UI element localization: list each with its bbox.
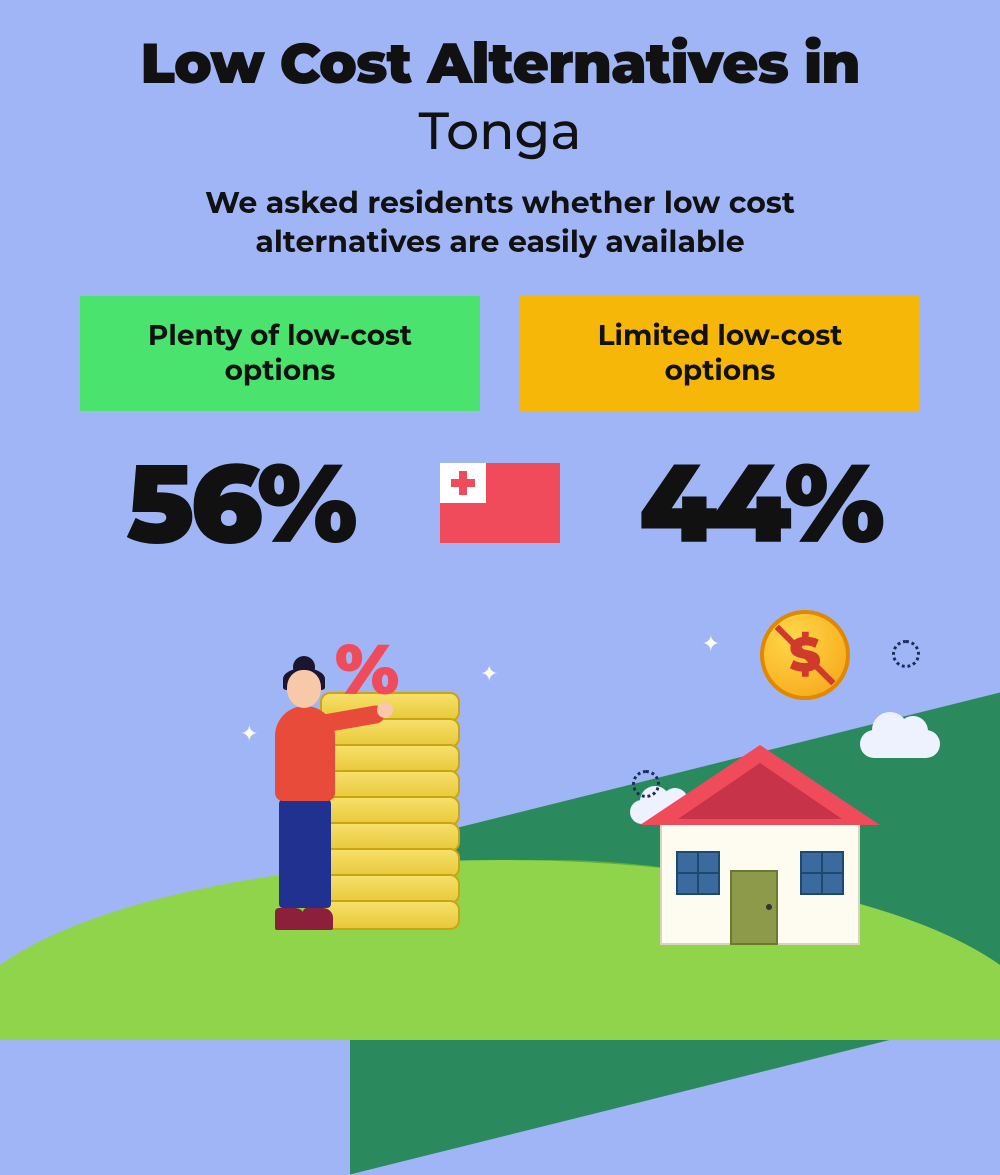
option-boxes: Plenty of low-cost options Limited low-c… [0, 296, 1000, 411]
option-box-limited: Limited low-cost options [520, 296, 920, 411]
house-icon [640, 745, 880, 945]
person-head [287, 670, 321, 708]
option-label-plenty: Plenty of low-cost options [110, 319, 450, 389]
person-legs [279, 798, 331, 908]
sparkle-icon: ✦ [702, 630, 720, 657]
title-line1: Low Cost Alternatives in [0, 30, 1000, 98]
subtitle: We asked residents whether low cost alte… [110, 183, 890, 261]
person-shoe [303, 908, 333, 930]
title-block: Low Cost Alternatives in Tonga [0, 0, 1000, 163]
door-knob-icon [766, 904, 772, 910]
flag-cross-icon [451, 471, 475, 495]
flag-canton [440, 463, 486, 503]
option-box-plenty: Plenty of low-cost options [80, 296, 480, 411]
percent-limited: 44% [590, 436, 930, 570]
percent-row: 56% 44% [0, 436, 1000, 570]
sparkle-ring-icon [892, 640, 920, 668]
sparkle-icon: ✦ [480, 660, 498, 687]
person-hand [377, 702, 393, 718]
illustration-scene: $ ✦ ✦ ✦ % [0, 600, 1000, 1000]
house-roof-inner [678, 763, 842, 819]
person-icon [245, 650, 355, 930]
dollar-coin-icon: $ [760, 610, 850, 700]
option-label-limited: Limited low-cost options [550, 319, 890, 389]
house-window-icon [800, 851, 844, 895]
person-shoe [275, 908, 305, 930]
tonga-flag-icon [440, 463, 560, 543]
percent-plenty: 56% [70, 436, 410, 570]
house-window-icon [676, 851, 720, 895]
title-line2: Tonga [0, 100, 1000, 163]
